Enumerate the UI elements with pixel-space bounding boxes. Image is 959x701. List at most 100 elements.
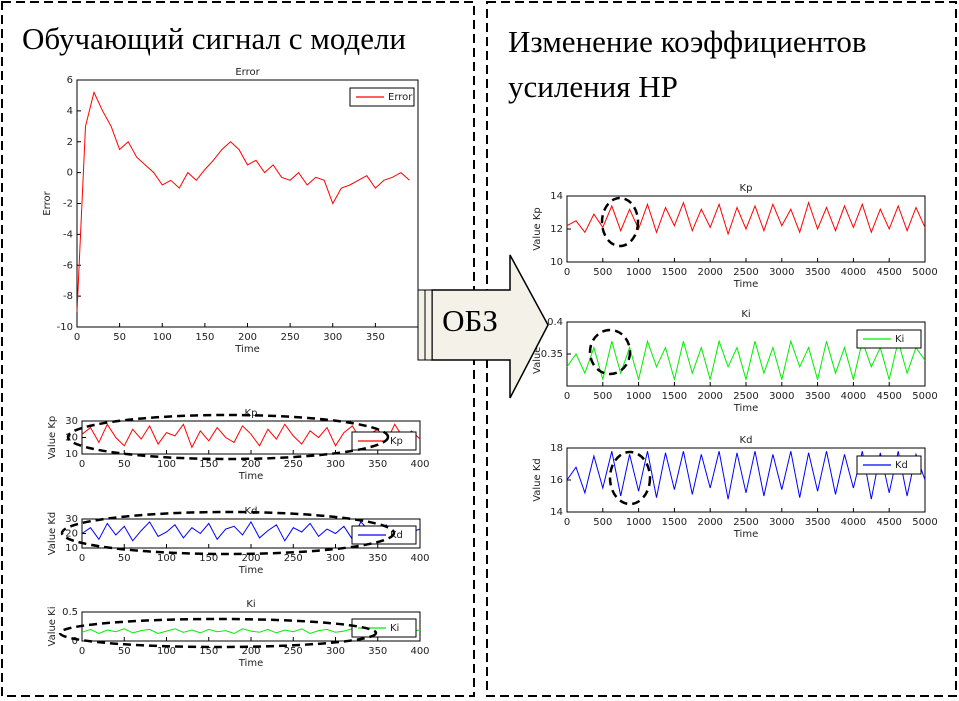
chart-title: Kp xyxy=(245,408,258,419)
x-tick-label: 350 xyxy=(368,459,387,470)
y-axis-label: Value Kd xyxy=(47,512,58,556)
x-tick-label: 2000 xyxy=(697,267,722,278)
x-tick-label: 300 xyxy=(326,553,345,564)
chart-title: Error xyxy=(235,67,260,78)
data-line xyxy=(81,520,421,542)
y-axis-label: Value Kp xyxy=(47,416,58,460)
chart-title: Ki xyxy=(246,599,255,610)
legend-label: Kd xyxy=(390,530,403,541)
x-tick-label: 3000 xyxy=(769,517,794,528)
x-tick-label: 1500 xyxy=(662,267,687,278)
y-axis-label: Value Kd xyxy=(532,458,543,502)
highlight xyxy=(600,196,640,248)
x-tick-label: 100 xyxy=(157,553,176,564)
x-tick-label: 350 xyxy=(368,553,387,564)
x-tick-label: 4000 xyxy=(841,391,866,402)
highlight xyxy=(60,510,396,556)
x-tick-label: 150 xyxy=(195,332,214,343)
x-tick-label: 0 xyxy=(564,391,570,402)
highlight xyxy=(66,413,390,461)
y-tick-label: 20 xyxy=(65,433,78,444)
highlight xyxy=(588,328,632,376)
chart-title: Kd xyxy=(740,435,753,446)
x-tick-label: 2500 xyxy=(733,517,758,528)
y-tick-label: 16 xyxy=(550,475,563,486)
chart-title: Kp xyxy=(740,183,753,194)
x-axis-label: Time xyxy=(733,529,758,540)
x-axis-label: Time xyxy=(238,658,263,669)
x-tick-label: 1500 xyxy=(662,517,687,528)
x-tick-label: 300 xyxy=(326,459,345,470)
y-tick-label: 10 xyxy=(65,449,78,460)
y-tick-label: 0.4 xyxy=(547,317,563,328)
x-tick-label: 3000 xyxy=(769,391,794,402)
x-tick-label: 200 xyxy=(241,553,260,564)
y-axis-label: Value Ki xyxy=(47,607,58,647)
x-tick-label: 3500 xyxy=(805,391,830,402)
legend-label: Kp xyxy=(390,436,403,447)
x-tick-label: 150 xyxy=(199,459,218,470)
x-tick-label: 3500 xyxy=(805,517,830,528)
x-tick-label: 0 xyxy=(79,459,85,470)
x-tick-label: 0 xyxy=(564,517,570,528)
y-axis-label: Error xyxy=(42,190,53,215)
x-tick-label: 200 xyxy=(241,459,260,470)
x-tick-label: 1000 xyxy=(626,517,651,528)
x-tick-label: 2000 xyxy=(697,391,722,402)
highlight xyxy=(58,617,378,649)
x-tick-label: 250 xyxy=(281,332,300,343)
y-tick-label: 4 xyxy=(67,106,73,117)
x-tick-label: 2500 xyxy=(733,267,758,278)
x-tick-label: 300 xyxy=(323,332,342,343)
y-tick-label: 0.5 xyxy=(62,607,78,618)
y-tick-label: 30 xyxy=(65,514,78,525)
x-tick-label: 350 xyxy=(366,332,385,343)
x-tick-label: 500 xyxy=(593,517,612,528)
data-line xyxy=(566,339,926,380)
x-tick-label: 100 xyxy=(157,646,176,657)
data-line xyxy=(566,200,926,236)
y-tick-label: 0 xyxy=(72,636,78,647)
x-tick-label: 100 xyxy=(153,332,172,343)
x-tick-label: 400 xyxy=(410,553,429,564)
legend-label: Ki xyxy=(895,334,904,345)
x-tick-label: 400 xyxy=(410,646,429,657)
y-tick-label: 10 xyxy=(550,257,563,268)
y-tick-label: 12 xyxy=(550,224,563,235)
arrow-bar xyxy=(424,289,433,361)
x-tick-label: 3500 xyxy=(805,267,830,278)
y-axis-label: Value Kp xyxy=(532,207,543,251)
x-tick-label: 5000 xyxy=(912,517,937,528)
x-tick-label: 400 xyxy=(410,459,429,470)
y-tick-label: 6 xyxy=(67,75,73,86)
x-tick-label: 50 xyxy=(113,332,126,343)
x-tick-label: 200 xyxy=(238,332,257,343)
legend-label: Kd xyxy=(895,460,908,471)
data-line xyxy=(76,90,410,312)
x-axis-label: Time xyxy=(733,403,758,414)
y-tick-label: -10 xyxy=(57,322,73,333)
right-title: Изменение коэффициентов xyxy=(508,24,866,59)
x-tick-label: 4000 xyxy=(841,517,866,528)
y-tick-label: 10 xyxy=(65,543,78,554)
y-tick-label: 30 xyxy=(65,416,78,427)
left-title: Обучающий сигнал с модели xyxy=(22,21,406,56)
arrow xyxy=(431,254,549,399)
y-tick-label: 20 xyxy=(65,529,78,540)
y-tick-label: 14 xyxy=(550,507,563,518)
x-axis-label: Time xyxy=(238,471,263,482)
x-tick-label: 2500 xyxy=(733,391,758,402)
y-tick-label: 14 xyxy=(550,191,563,202)
x-axis-label: Time xyxy=(238,565,263,576)
y-tick-label: -2 xyxy=(63,199,73,210)
x-tick-label: 250 xyxy=(284,646,303,657)
highlights xyxy=(58,196,652,649)
x-tick-label: 1000 xyxy=(626,391,651,402)
arrow-label: ОБЗ xyxy=(442,303,498,338)
x-tick-label: 2000 xyxy=(697,517,722,528)
plot-area xyxy=(76,79,419,328)
x-tick-label: 4500 xyxy=(876,391,901,402)
x-tick-label: 50 xyxy=(118,553,131,564)
